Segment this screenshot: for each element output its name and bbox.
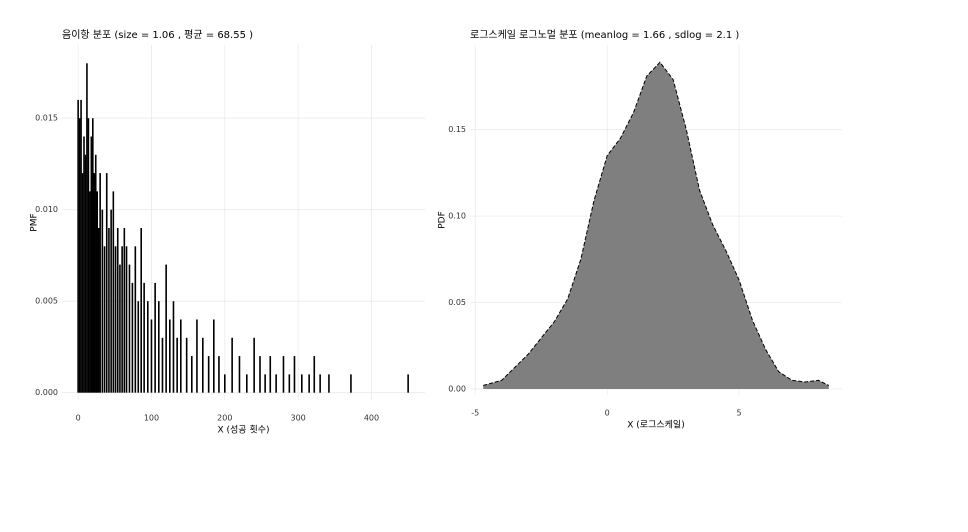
- x-tick-label: -5: [471, 409, 479, 418]
- y-tick-label: 0.00: [448, 384, 466, 393]
- spike: [282, 356, 285, 393]
- spike: [407, 374, 409, 393]
- y-tick-label: 0.15: [448, 125, 466, 134]
- spike: [119, 264, 121, 393]
- spike: [108, 227, 110, 393]
- spike: [114, 246, 117, 393]
- spike: [125, 246, 128, 393]
- spike: [78, 118, 81, 393]
- spike: [105, 173, 108, 393]
- spike: [293, 356, 296, 393]
- chart-title: 음이항 분포 (size = 1.06 , 평균 = 68.55 ): [62, 29, 253, 41]
- spike: [87, 118, 90, 393]
- spike: [110, 209, 112, 393]
- y-axis-title: PMF: [30, 213, 40, 231]
- spike: [97, 227, 100, 393]
- spike: [147, 301, 149, 393]
- spike: [137, 301, 140, 393]
- spike: [123, 227, 126, 393]
- spike: [172, 301, 175, 393]
- spike: [328, 374, 330, 393]
- spike: [259, 356, 261, 393]
- spike: [196, 319, 198, 393]
- spike: [83, 136, 85, 393]
- spike: [90, 136, 93, 393]
- y-tick-label: 0.005: [35, 297, 58, 306]
- x-tick-label: 200: [217, 414, 232, 423]
- spike: [131, 282, 134, 393]
- spike: [158, 301, 160, 393]
- spike: [84, 154, 87, 393]
- x-tick-label: 300: [290, 414, 305, 423]
- y-tick-label: 0.000: [35, 388, 58, 397]
- x-tick-label: 5: [737, 409, 742, 418]
- spike: [319, 374, 321, 393]
- spike: [253, 337, 255, 393]
- spike: [264, 374, 266, 393]
- spike: [116, 227, 119, 393]
- spike: [93, 173, 96, 393]
- density-line: [483, 61, 830, 386]
- spike: [238, 356, 241, 393]
- y-tick-label: 0.015: [35, 114, 58, 123]
- y-tick-label: 0.05: [448, 298, 466, 307]
- spike: [143, 282, 145, 393]
- x-tick-label: 0: [605, 409, 610, 418]
- spike: [161, 337, 164, 393]
- spike: [154, 282, 156, 393]
- spike: [185, 337, 188, 393]
- spike: [313, 356, 316, 393]
- spike: [134, 246, 137, 393]
- spike: [121, 246, 123, 393]
- x-axis-title: X (로그스케일): [627, 420, 684, 431]
- spike: [350, 374, 352, 393]
- spike: [96, 191, 98, 393]
- density-area: [483, 62, 829, 389]
- spike: [101, 209, 104, 393]
- spike: [77, 99, 79, 393]
- y-axis-title: PDF: [438, 211, 448, 229]
- spike: [89, 191, 91, 393]
- x-tick-label: 100: [144, 414, 159, 423]
- y-tick-label: 0.010: [35, 205, 58, 214]
- spike: [99, 173, 101, 393]
- spike: [246, 374, 248, 393]
- spike: [213, 319, 215, 393]
- spike: [224, 374, 226, 393]
- spike: [202, 337, 204, 393]
- spike: [275, 374, 277, 393]
- spike: [165, 264, 167, 393]
- x-axis-title: X (성공 횟수): [217, 424, 269, 436]
- spike: [128, 264, 131, 393]
- spike: [81, 173, 84, 393]
- chart-title: 로그스케일 로그노멀 분포 (meanlog = 1.66 , sdlog = …: [470, 28, 739, 41]
- spike: [180, 319, 182, 393]
- spike: [86, 63, 88, 393]
- spike: [207, 356, 210, 393]
- spike: [218, 356, 220, 393]
- spike: [231, 337, 233, 393]
- spike: [176, 337, 178, 393]
- spike: [288, 374, 291, 393]
- spike: [80, 99, 82, 393]
- spike: [308, 374, 310, 393]
- spike: [140, 227, 142, 393]
- spike: [269, 356, 272, 393]
- y-tick-label: 0.10: [448, 212, 466, 221]
- x-tick-label: 0: [76, 414, 81, 423]
- spike: [92, 118, 94, 393]
- spike: [301, 374, 303, 393]
- spike: [103, 246, 106, 393]
- spike: [191, 356, 193, 393]
- spike: [94, 154, 97, 393]
- spike: [112, 191, 115, 393]
- spike: [150, 319, 153, 393]
- spike: [169, 319, 171, 393]
- x-tick-label: 400: [364, 414, 379, 423]
